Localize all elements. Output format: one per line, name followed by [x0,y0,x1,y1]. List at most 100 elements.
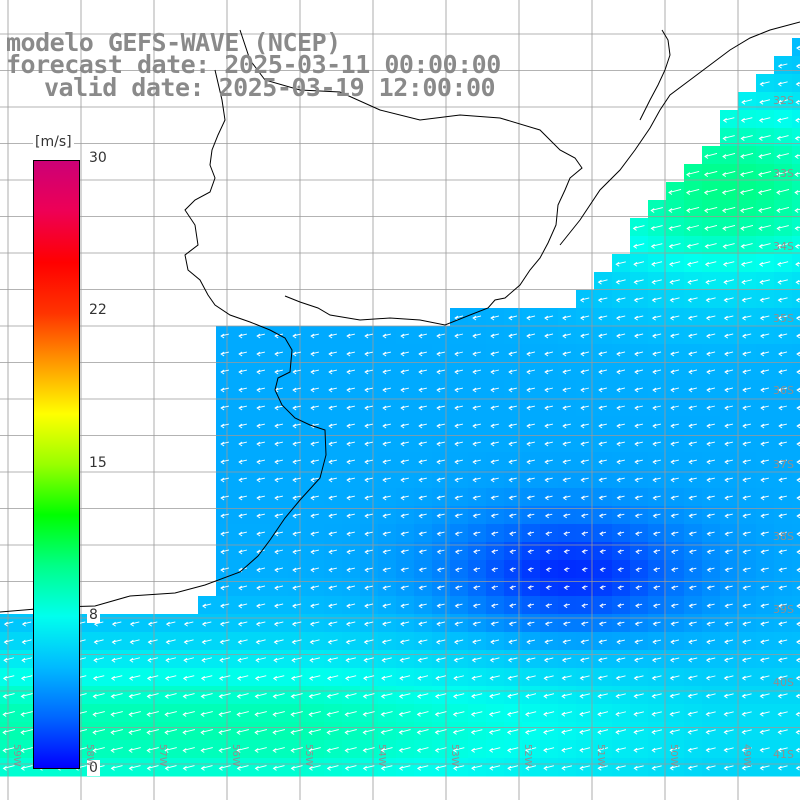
wind-arrow [346,549,355,555]
wind-arrow [526,387,536,393]
wind-arrow [703,170,718,177]
wind-arrow [651,279,662,285]
wind-arrow [795,315,800,321]
wind-arrow [344,711,357,717]
wind-arrow [635,585,642,591]
wind-arrow [400,351,410,357]
wind-arrow [652,333,662,339]
lat-label: 37S [773,458,794,471]
wind-arrow [326,747,339,753]
wind-arrow [652,531,661,537]
wind-arrow [688,441,698,447]
wind-arrow [563,531,571,537]
wind-arrow [670,603,679,609]
wind-arrow [509,531,517,537]
wind-arrow [436,567,445,573]
wind-arrow [706,441,716,447]
wind-arrow [562,477,571,483]
wind-arrow [724,549,733,555]
wind-arrow [165,657,177,663]
wind-arrow [670,333,680,339]
wind-arrow [400,621,410,627]
wind-arrow [454,315,464,321]
wind-arrow [688,333,698,339]
wind-arrow [688,387,698,393]
wind-arrow [219,621,230,627]
wind-arrow [21,621,32,627]
wind-arrow [669,747,680,753]
wind-arrow [724,477,733,483]
wind-arrow [417,657,428,663]
wind-arrow [796,585,800,591]
wind-arrow [634,477,643,483]
wind-arrow [760,333,770,339]
wind-arrow [758,135,771,141]
wind-arrow [724,513,733,519]
wind-arrow [344,765,357,771]
wind-arrow [776,207,790,213]
wind-arrow [777,765,788,771]
wind-arrow [219,657,231,663]
wind-arrow [776,189,790,195]
wind-arrow [256,369,266,375]
wind-arrow [776,117,789,123]
wind-arrow [454,603,463,609]
wind-arrow [526,639,535,645]
wind-arrow [758,243,771,249]
wind-arrow [669,711,680,717]
colorbar [33,160,80,769]
wind-arrow [418,405,428,411]
wind-arrow [292,477,302,483]
wind-arrow [777,297,788,303]
wind-arrow [598,369,608,375]
wind-arrow [670,459,679,465]
wind-arrow [687,675,698,681]
lagoon-outline [639,29,671,121]
wind-arrow [237,657,249,663]
wind-arrow [525,693,537,699]
wind-arrow [364,495,373,501]
wind-arrow [796,387,800,393]
wind-arrow [777,63,788,69]
wind-arrow [292,495,302,501]
wind-arrow [470,711,483,717]
wind-arrow [721,206,736,213]
wind-arrow [111,639,122,645]
wind-arrow [616,351,626,357]
wind-arrow [742,441,752,447]
wind-arrow [669,729,680,735]
wind-arrow [400,333,410,339]
wind-arrow [634,639,643,645]
wind-cell [792,650,800,669]
wind-arrow [580,387,590,393]
wind-arrow [706,585,715,591]
wind-arrow [344,747,357,753]
wind-arrow [688,603,697,609]
colorbar-tick: 30 [87,150,109,166]
wind-arrow [272,693,285,699]
wind-arrow [544,621,553,627]
wind-arrow [308,693,321,699]
wind-arrow [651,315,662,321]
wind-arrow [742,459,752,465]
wind-arrow [776,153,789,159]
wind-arrow [597,657,608,663]
wind-arrow [580,441,589,447]
wind-arrow [20,693,33,699]
wind-arrow [759,675,770,681]
wind-arrow [742,333,752,339]
wind-arrow [436,477,445,483]
wind-arrow [670,405,680,411]
wind-arrow [615,657,626,663]
wind-arrow [292,603,302,609]
wind-arrow [562,423,572,429]
wind-arrow [310,513,320,519]
wind-arrow [110,675,123,681]
wind-arrow [706,333,716,339]
wind-arrow [236,765,249,771]
wind-arrow [669,297,680,303]
wind-arrow [704,261,717,267]
wind-arrow [723,279,735,285]
wind-arrow [434,711,447,717]
wind-arrow [760,495,769,501]
